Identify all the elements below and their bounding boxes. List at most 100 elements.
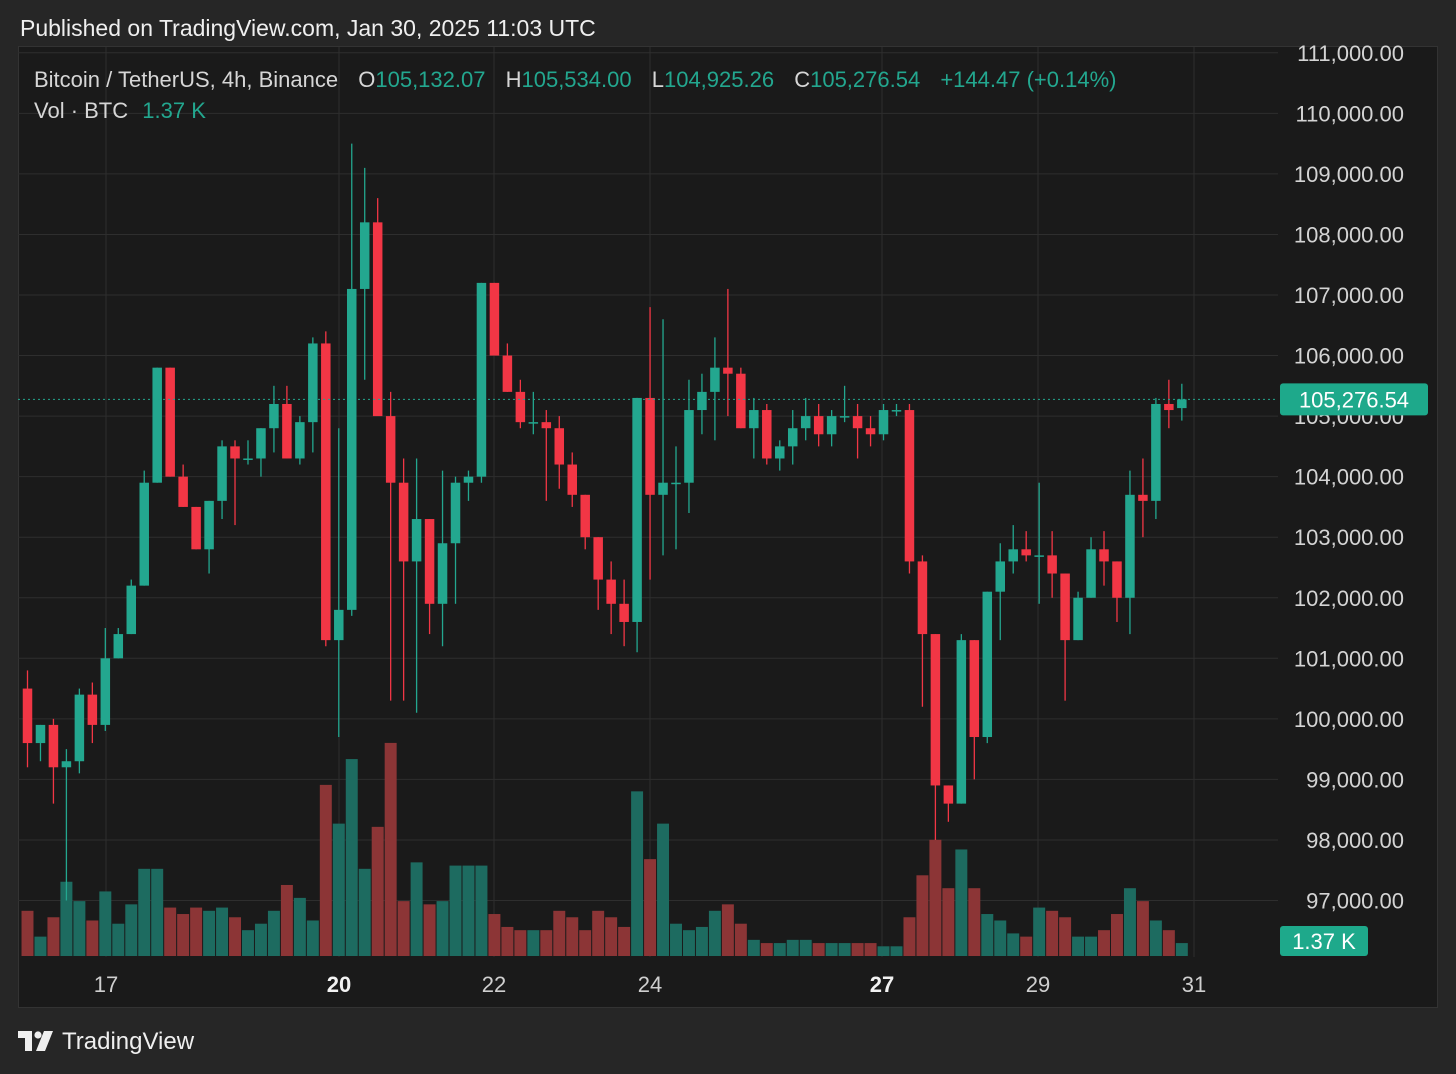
candle-body <box>22 688 33 744</box>
candle-body <box>100 658 111 725</box>
volume-bar <box>566 917 579 956</box>
volume-bar <box>47 917 60 956</box>
candle-body <box>1034 555 1044 557</box>
candle-body <box>1086 549 1096 598</box>
candle-body <box>891 410 902 412</box>
volume-bar <box>1136 901 1149 956</box>
symbol-label[interactable]: Bitcoin / TetherUS, 4h, Binance <box>34 67 339 92</box>
volume-bar <box>747 939 760 956</box>
candle-body <box>282 403 292 459</box>
volume-bar <box>216 907 229 956</box>
volume-bar <box>929 839 942 956</box>
volume-bar <box>553 910 566 956</box>
candle-body <box>463 476 474 483</box>
candle-body <box>658 482 668 495</box>
candle-body <box>969 640 980 738</box>
volume-bar <box>1162 930 1175 956</box>
volume-bar <box>449 865 462 956</box>
volume-bar <box>177 914 190 956</box>
volume-bar <box>488 914 501 956</box>
volume-bar <box>229 917 242 956</box>
volume-bar <box>981 914 994 956</box>
candle-body <box>1177 399 1187 409</box>
candle-body <box>450 482 461 544</box>
volume-bar <box>994 920 1007 956</box>
candle-body <box>74 694 85 762</box>
candle-body <box>35 724 46 744</box>
volume-bar <box>812 943 825 956</box>
candle-body <box>982 591 993 738</box>
candle-body <box>359 222 370 289</box>
volume-bar <box>592 910 605 956</box>
volume-bar <box>319 784 332 956</box>
candle-body <box>165 367 175 477</box>
candle-body <box>1060 573 1070 641</box>
volume-bar <box>34 936 47 956</box>
x-axis-tick-label: 22 <box>482 972 506 997</box>
candle-body <box>489 282 500 356</box>
volume-bar <box>1149 920 1162 956</box>
candle-body <box>917 561 928 635</box>
y-axis-tick-label: 98,000.00 <box>1306 828 1404 853</box>
candle-body <box>865 428 876 435</box>
volume-bar <box>1059 917 1072 956</box>
volume-bar <box>838 943 851 956</box>
candle-body <box>256 428 266 459</box>
y-axis-tick-label: 106,000.00 <box>1294 344 1404 369</box>
y-axis-tick-label: 109,000.00 <box>1294 162 1404 187</box>
candle-body <box>476 282 487 477</box>
y-axis-tick-label: 107,000.00 <box>1294 283 1404 308</box>
candle-body <box>372 222 383 417</box>
candle-body <box>904 410 915 562</box>
chart-legend: Bitcoin / TetherUS, 4h, Binance O105,132… <box>34 66 1116 128</box>
x-axis-tick-label: 31 <box>1182 972 1206 997</box>
volume-bar <box>86 920 99 956</box>
candle-body <box>930 634 941 786</box>
volume-label[interactable]: Vol · BTC <box>34 98 129 123</box>
volume-bar <box>436 901 449 956</box>
volume-bar <box>877 946 890 956</box>
volume-bar <box>955 849 968 956</box>
volume-bar <box>203 910 216 956</box>
candle-body <box>593 537 603 580</box>
volume-bar <box>540 930 553 956</box>
volume-bar <box>968 888 981 956</box>
volume-bar <box>423 904 436 956</box>
y-axis-tick-label: 101,000.00 <box>1294 646 1404 671</box>
volume-bar <box>21 910 34 956</box>
volume-bar <box>799 939 812 956</box>
candle-body <box>502 355 513 392</box>
x-axis-tick-label: 20 <box>327 972 351 997</box>
volume-bar <box>254 923 267 956</box>
candle-body <box>710 367 720 392</box>
volume-bar <box>1110 914 1123 956</box>
x-axis-tick-label: 24 <box>638 972 662 997</box>
x-axis-tick-label: 27 <box>870 972 894 997</box>
candle-body <box>308 343 318 423</box>
volume-bar <box>618 926 631 956</box>
volume-bar <box>644 859 657 956</box>
close-value: 105,276.54 <box>810 67 921 92</box>
volume-bar <box>773 943 786 956</box>
candle-body <box>243 458 253 460</box>
footer-brand[interactable]: TradingView <box>18 1028 194 1056</box>
volume-bar <box>1123 888 1136 956</box>
last-volume-label: 1.37 K <box>1292 929 1356 954</box>
x-axis-tick-label: 29 <box>1026 972 1050 997</box>
volume-bar <box>851 943 864 956</box>
candle-body <box>1008 549 1018 562</box>
last-volume-badge <box>1280 926 1368 956</box>
open-label: O <box>358 67 376 92</box>
volume-bar <box>890 946 903 956</box>
change-value: +144.47 (+0.14%) <box>940 67 1117 92</box>
candle-body <box>528 422 539 424</box>
candle-body <box>956 640 967 804</box>
volume-bar <box>190 907 203 956</box>
candle-body <box>943 785 954 804</box>
y-axis-tick-label: 104,000.00 <box>1294 465 1404 490</box>
chart-panel[interactable] <box>18 46 1438 1008</box>
candle-body <box>787 428 798 447</box>
volume-bar <box>242 930 254 956</box>
candle-body <box>61 761 72 768</box>
